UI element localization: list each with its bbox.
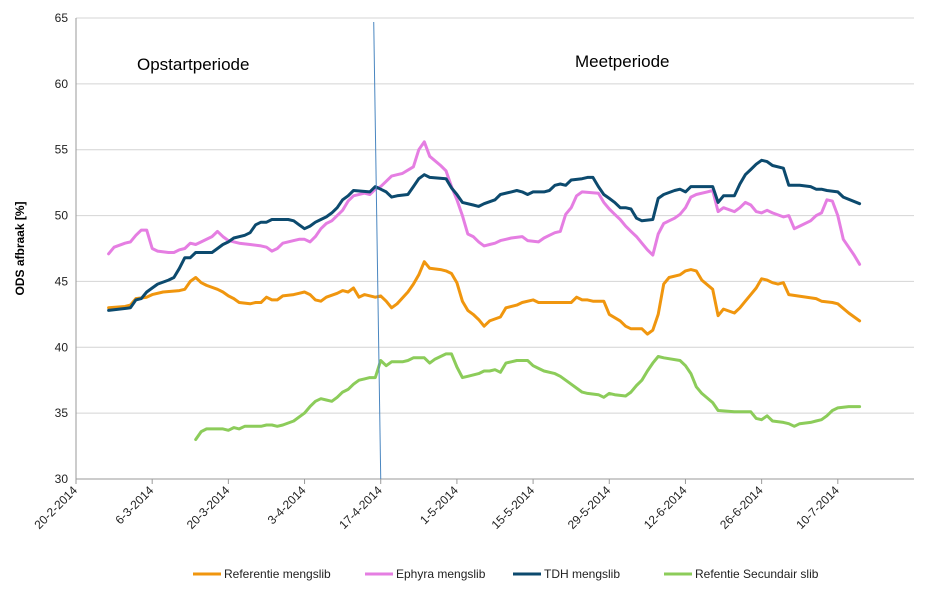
legend-label-3: TDH mengslib <box>544 567 620 581</box>
gridlines <box>75 17 914 480</box>
x-tick-label: 20-2-2014 <box>32 483 81 532</box>
y-tick-label: 65 <box>55 11 69 25</box>
x-tick-label: 29-5-2014 <box>565 483 614 532</box>
annotation-opstartperiode: Opstartperiode <box>137 55 249 74</box>
series-line-3 <box>107 158 862 312</box>
x-axis: 20-2-2014 6-3-2014 20-3-2014 3-4-2014 17-4-2… <box>32 479 842 532</box>
x-tick-label: 26-6-2014 <box>717 483 766 532</box>
y-tick-label: 50 <box>55 209 69 223</box>
x-tick-label: 15-5-2014 <box>489 483 538 532</box>
y-axis-ticks: 30 35 40 45 50 55 60 65 <box>55 11 69 486</box>
y-tick-label: 55 <box>55 143 69 157</box>
y-tick-label: 35 <box>55 406 69 420</box>
x-tick-label: 12-6-2014 <box>641 483 690 532</box>
series-line-1 <box>107 260 862 336</box>
legend-label-4: Refentie Secundair slib <box>695 567 819 581</box>
x-tick-label: 17-4-2014 <box>336 483 385 532</box>
y-tick-label: 60 <box>55 77 69 91</box>
x-tick-label: 10-7-2014 <box>793 483 842 532</box>
x-tick-label: 1-5-2014 <box>417 483 461 527</box>
series-line-2 <box>107 140 862 266</box>
y-tick-label: 45 <box>55 274 69 288</box>
x-tick-label: 6-3-2014 <box>112 483 156 527</box>
y-tick-label: 40 <box>55 340 69 354</box>
series-line-4 <box>194 352 862 441</box>
legend-label-2: Ephyra mengslib <box>396 567 486 581</box>
x-tick-label: 3-4-2014 <box>265 483 309 527</box>
period-divider-line <box>373 21 382 480</box>
annotation-meetperiode: Meetperiode <box>575 52 670 71</box>
x-tick-label: 20-3-2014 <box>184 483 233 532</box>
legend: Referentie mengslib Ephyra mengslib TDH me… <box>193 567 819 581</box>
legend-label-1: Referentie mengslib <box>224 567 331 581</box>
series-lines <box>107 140 862 441</box>
y-axis-label: ODS afbraak [%] <box>13 201 27 295</box>
y-tick-label: 30 <box>55 472 69 486</box>
